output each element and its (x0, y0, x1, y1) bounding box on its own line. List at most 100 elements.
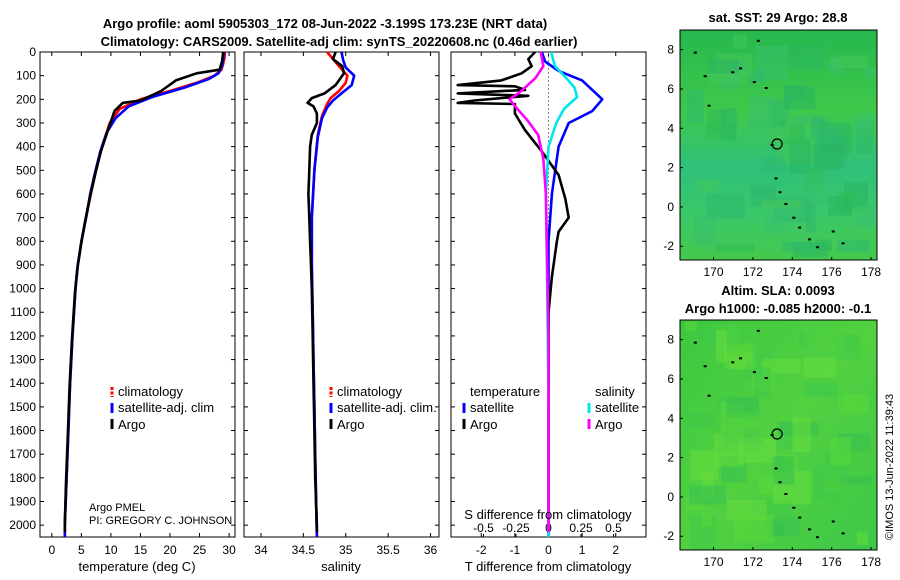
map-y-tick-label: 6 (667, 372, 674, 386)
map-x-tick-label: 172 (743, 555, 763, 569)
map-y-tick-label: 2 (667, 161, 674, 175)
salinity-diff-tick-label: -0.5 (473, 521, 494, 535)
legend-label-satellite: satellite-adj. clim (118, 400, 214, 415)
temperature-panel: 0100200300400500600700800900100011001200… (9, 45, 236, 574)
map-texture-patch (783, 85, 807, 100)
map-texture-patch (765, 212, 786, 233)
salinity-diff-tick-label: 0.25 (569, 521, 593, 535)
map-x-tick-label: 174 (782, 265, 802, 279)
depth-axis: 0 100 200 300 400 500 600 700 800 900 1000 1100 1200… (9, 45, 235, 532)
sst-map-title: sat. SST: 29 Argo: 28.8 (709, 10, 848, 25)
map-texture-patch (754, 367, 772, 397)
x-tick-label: 35.5 (376, 543, 400, 557)
depth-tick-label: 1800 (9, 471, 36, 485)
depth-tick-label: 300 (16, 116, 36, 130)
temperature-x-axis: 0 5 10 15 20 25 30 (48, 52, 236, 557)
sla-map-texture (680, 321, 873, 550)
map-texture-patch (854, 206, 875, 228)
salinity-diff-tick-label: -0.25 (502, 521, 530, 535)
map-texture-patch (707, 59, 739, 74)
map-texture-patch (823, 491, 840, 503)
annotation-pi: PI: GREGORY C. JOHNSON (89, 515, 232, 527)
map-texture-patch (815, 239, 832, 251)
salinity-panel: 34 34.5 35 35.5 36 salinity climatology sate… (243, 51, 440, 574)
map-texture-patch (805, 202, 817, 233)
map-texture-patch (828, 195, 852, 216)
temperature-xlabel: temperature (deg C) (78, 559, 195, 574)
legend-header-temperature: temperature (470, 384, 540, 399)
temperature-series (63, 51, 227, 537)
sla-map-y-axis: -2 0 2 4 6 8 (663, 333, 683, 543)
map-texture-patch (689, 485, 726, 505)
x-tick-label: 30 (222, 543, 236, 557)
series-line-temperature-argo (456, 51, 571, 533)
series-line-argo (63, 51, 225, 533)
header-line-1: Argo profile: aoml 5905303_172 08-Jun-20… (103, 16, 547, 31)
island (798, 516, 802, 519)
island (792, 506, 796, 509)
map-texture-patch (716, 329, 727, 364)
map-texture-patch (788, 124, 805, 143)
island (739, 357, 743, 360)
legend-label-satellite: satellite-adj. clim. (337, 400, 437, 415)
legend-label-temp-argo: Argo (470, 417, 497, 432)
island (707, 104, 711, 107)
map-texture-patch (683, 412, 717, 428)
island (693, 51, 697, 54)
map-y-tick-label: 0 (667, 490, 674, 504)
sla-map-subtitle: Argo h1000: -0.085 h2000: -0.1 (685, 301, 871, 316)
depth-tick-label: 1400 (9, 376, 36, 390)
salinity-diff-x-axis: -0.5-0.2500.250.5 (473, 521, 622, 537)
depth-tick-label: 1200 (9, 329, 36, 343)
map-texture-patch (837, 239, 870, 252)
argo-location-marker (771, 428, 783, 440)
temperature-axes (39, 51, 236, 538)
map-texture-patch (720, 108, 737, 141)
map-y-tick-label: -2 (663, 239, 674, 253)
island (784, 202, 788, 205)
map-x-tick-label: 176 (822, 265, 842, 279)
temperature-legend: climatology satellite-adj. clim Argo (110, 384, 214, 432)
sla-map-panel: Altim. SLA: 0.0093 Argo h1000: -0.085 h2… (663, 283, 881, 569)
x-tick-label: -1 (510, 543, 521, 557)
island (831, 520, 835, 523)
island (707, 394, 711, 397)
map-y-tick-label: 0 (667, 200, 674, 214)
map-x-tick-label: 178 (861, 555, 881, 569)
sst-map-texture (686, 34, 877, 258)
argo-location-marker (771, 138, 783, 150)
map-texture-patch (856, 121, 874, 155)
island (731, 71, 735, 74)
sla-map-islands (693, 329, 845, 539)
island (731, 361, 735, 364)
legend-header-salinity: salinity (595, 384, 635, 399)
imos-credit: ©IMOS 13-Jun-2022 11:39:43 (884, 394, 896, 540)
map-x-tick-label: 172 (743, 265, 763, 279)
depth-tick-label: 1000 (9, 282, 36, 296)
map-y-tick-label: 8 (667, 43, 674, 57)
sla-map-x-axis: 170 172 174 176 178 (703, 547, 881, 569)
map-texture-patch (830, 437, 851, 466)
x-tick-label: 2 (612, 543, 619, 557)
island (774, 177, 778, 180)
depth-tick-label: 1500 (9, 400, 36, 414)
x-tick-label: 15 (134, 543, 148, 557)
depth-tick-label: 500 (16, 163, 36, 177)
map-texture-patch (865, 66, 877, 78)
series-line-salinity-argo (508, 51, 550, 533)
difference-legend: temperature salinity satellite Argo sate… (462, 384, 639, 432)
map-x-tick-label: 176 (822, 555, 842, 569)
island (778, 191, 782, 194)
map-texture-patch (792, 417, 811, 453)
map-texture-patch (752, 188, 774, 197)
sst-map-x-axis: 170 172 174 176 178 (703, 257, 881, 279)
depth-tick-label: 1900 (9, 495, 36, 509)
map-texture-patch (837, 394, 869, 414)
map-texture-patch (805, 172, 828, 205)
map-texture-patch (808, 385, 831, 395)
island (798, 226, 802, 229)
annotation-argo-pmel: Argo PMEL (89, 502, 145, 514)
map-texture-patch (803, 357, 837, 382)
sst-map-y-axis: -2 0 2 4 6 8 (663, 43, 683, 253)
